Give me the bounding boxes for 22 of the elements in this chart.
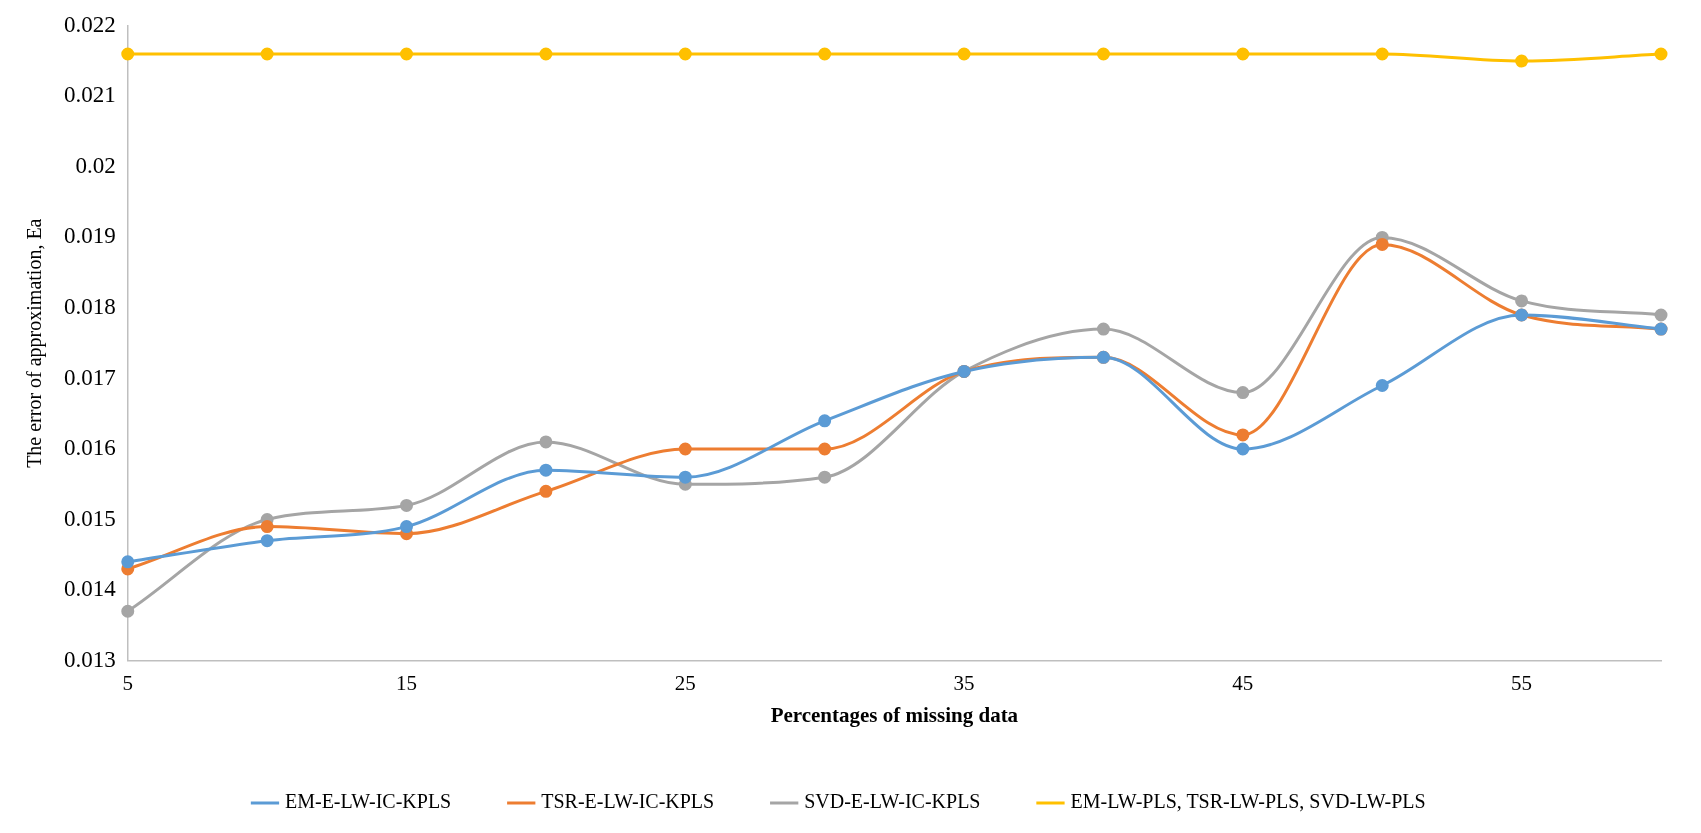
y-tick-label: 0.017: [64, 364, 116, 390]
legend-label: EM-E-LW-IC-KPLS: [284, 790, 452, 813]
legend-label: TSR-E-LW-IC-KPLS: [541, 790, 715, 813]
x-tick-label: 15: [396, 670, 418, 695]
legend-label: EM-LW-PLS, TSR-LW-PLS, SVD-LW-PLS: [1070, 790, 1426, 813]
x-tick-label: 5: [122, 670, 133, 695]
y-tick-label: 0.015: [64, 505, 116, 531]
y-tick-label: 0.018: [64, 293, 116, 319]
y-tick-label: 0.016: [64, 435, 116, 461]
y-tick-label: 0.021: [64, 82, 116, 108]
y-tick-label: 0.014: [64, 576, 117, 602]
legend-label: SVD-E-LW-IC-KPLS: [804, 790, 981, 813]
x-tick-label: 45: [1232, 670, 1254, 695]
y-tick-label: 0.019: [64, 223, 116, 249]
y-tick-label: 0.013: [64, 646, 116, 672]
x-tick-label: 35: [953, 670, 975, 695]
x-tick-label: 25: [674, 670, 696, 695]
y-axis-title: The error of approximation, Ea: [23, 218, 47, 468]
y-tick-label: 0.022: [64, 11, 116, 37]
x-axis-title: Percentages of missing data: [770, 702, 1019, 727]
y-tick-label: 0.02: [75, 152, 116, 178]
x-tick-label: 55: [1511, 670, 1533, 695]
